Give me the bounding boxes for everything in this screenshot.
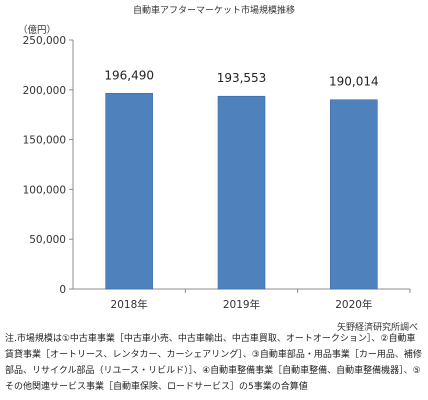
x-tick-label: 2018年 <box>111 298 148 311</box>
bar-chart: 0 50,000 100,000 150,000 200,000 250,000 196,4… <box>23 35 411 311</box>
y-tick-label: 250,000 <box>23 35 66 47</box>
chart-title: 自動車アフターマーケット市場規模推移 <box>132 6 295 16</box>
x-tick-label: 2020年 <box>335 298 372 311</box>
footnote: 注.市場規模は①中古車事業［中古車小売、中古車輸出、中古車買取、オートオークショ… <box>5 334 422 392</box>
y-tick-label: 150,000 <box>23 135 66 147</box>
y-tick-label: 0 <box>59 284 66 296</box>
data-label: 196,490 <box>104 68 154 82</box>
data-label: 190,014 <box>329 75 379 89</box>
x-tick-label: 2019年 <box>223 298 260 311</box>
y-tick-label: 200,000 <box>23 85 66 97</box>
bar-2018年 <box>105 92 153 290</box>
source-label: 矢野経済研究所調べ <box>336 323 418 333</box>
data-label: 193,553 <box>217 71 267 85</box>
y-tick-label: 50,000 <box>29 234 66 246</box>
y-axis-unit-label: （億円） <box>18 25 57 36</box>
bar-2019年 <box>217 95 266 290</box>
bar-2020年 <box>330 99 378 290</box>
y-tick-label: 100,000 <box>23 184 66 196</box>
